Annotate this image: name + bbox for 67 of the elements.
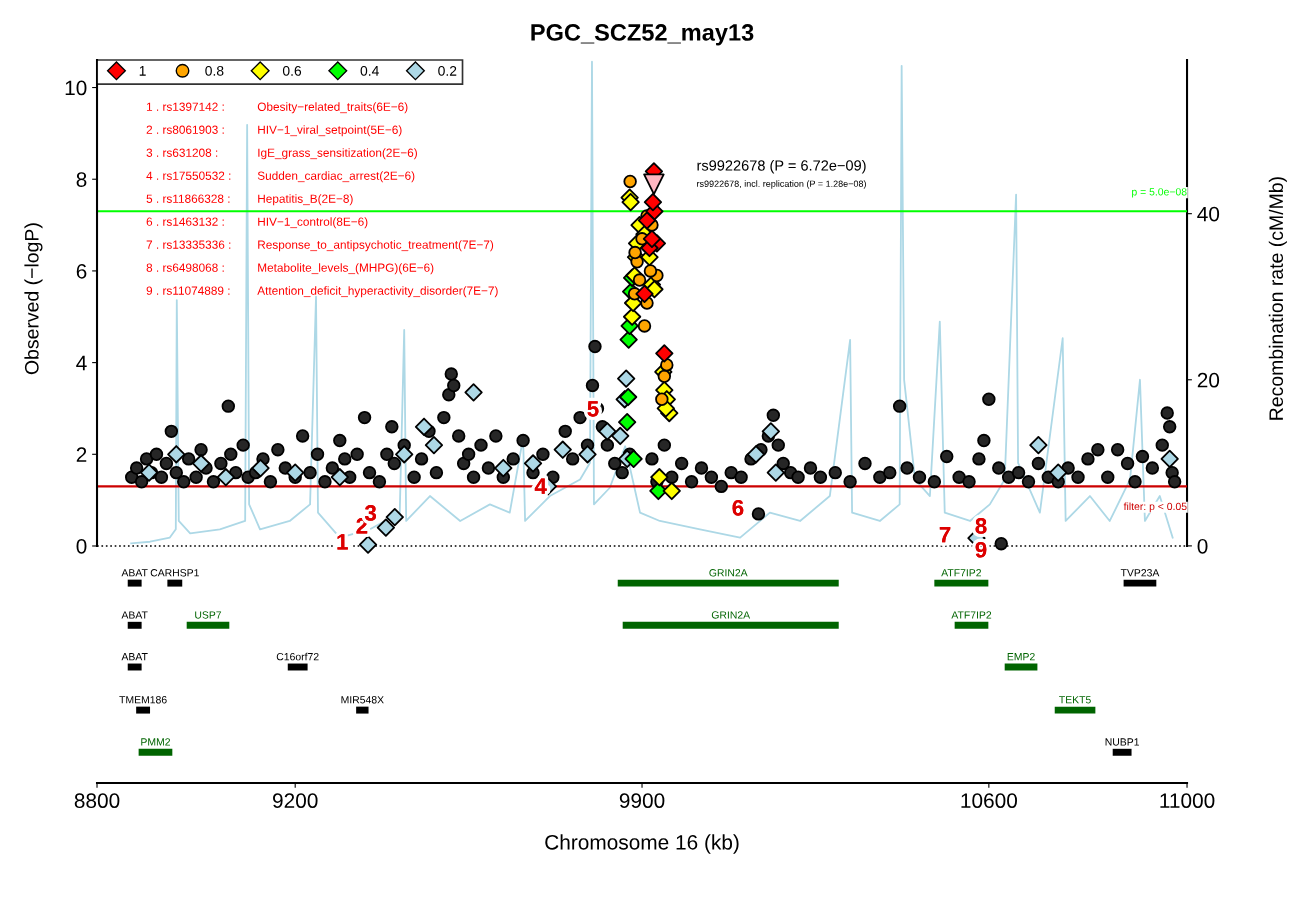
annotation: 8 . rs6498068 : <box>146 263 224 272</box>
x-tick-label: 10600 <box>961 793 1017 809</box>
series-label: ABAT <box>121 653 148 661</box>
annotation: 1 <box>337 534 348 550</box>
annotation: Obesity−related_traits(6E−6) <box>257 102 408 114</box>
annotation: filter: p < 0.05 <box>1123 502 1187 513</box>
y-tick-label: 10 <box>65 80 87 96</box>
annotation: Response_to_antipsychotic_treatment(7E−7) <box>258 240 494 252</box>
annotation: HIV−1_control(8E−6) <box>258 217 368 229</box>
x-tick-label: 9200 <box>273 793 318 809</box>
y-tick-label: 4 <box>76 355 87 371</box>
y-axis-title: Observed (−logP) <box>24 223 43 375</box>
y2-axis-title: Recombination rate (cM/Mb) <box>1268 177 1287 420</box>
annotation: IgE_grass_sensitization(2E−6) <box>258 148 417 160</box>
y-tick-label: 8 <box>76 172 87 187</box>
annotation: 9 <box>975 541 987 558</box>
annotation: HIV−1_viral_setpoint(5E−6) <box>258 125 402 137</box>
series-label: ABAT <box>121 569 148 577</box>
annotation: 7 <box>939 526 951 543</box>
series-label: ATF7IP2 <box>941 569 981 577</box>
annotation: 5 . rs11866328 : <box>146 194 230 203</box>
annotation: Attention_deficit_hyperactivity_disorder(7E−7) <box>257 286 498 298</box>
annotation: rs9922678 (P = 6.72e−09) <box>697 159 866 174</box>
series-label: NUBP1 <box>1105 738 1139 746</box>
y2-tick-label: 40 <box>1197 206 1220 222</box>
y-tick-label: 2 <box>76 447 87 462</box>
chart-title: PGC_SCZ52_may13 <box>531 24 754 46</box>
x-tick-label: 11000 <box>1160 793 1215 809</box>
annotation: rs9922678, incl. replication (P = 1.28e−08) <box>697 180 866 189</box>
legend-label: 0.4 <box>360 65 379 76</box>
legend-label: 0.2 <box>438 65 457 76</box>
annotation: Metabolite_levels_(MHPG)(6E−6) <box>258 263 434 275</box>
series-label: C16orf72 <box>276 652 319 661</box>
series-label: ABAT <box>121 611 148 619</box>
annotation: Sudden_cardiac_arrest(2E−6) <box>257 171 415 183</box>
y2-tick-label: 20 <box>1197 372 1220 388</box>
series-label: USP7 <box>195 611 222 619</box>
series-label: TEKT5 <box>1059 696 1091 704</box>
annotation: 3 . rs631208 : <box>146 148 218 157</box>
y-tick-label: 0 <box>76 538 87 554</box>
annotation: p = 5.0e−08 <box>1132 188 1187 198</box>
annotation: 2 . rs8061903 : <box>146 125 224 134</box>
annotation: 6 <box>732 499 744 516</box>
x-tick-label: 8800 <box>74 793 120 809</box>
series-label: TMEM186 <box>119 696 167 704</box>
annotation: 1 . rs1397142 : <box>146 102 224 111</box>
x-axis-title: Chromosome 16 (kb) <box>545 834 739 854</box>
annotation: 6 . rs1463132 : <box>146 217 224 226</box>
annotation: Hepatitis_B(2E−8) <box>258 194 353 206</box>
legend-label: 0.6 <box>282 65 302 76</box>
annotation: 8 <box>975 518 987 534</box>
series-label: PMM2 <box>141 738 171 746</box>
legend-label: 1 <box>139 66 146 76</box>
series-label: GRIN2A <box>709 569 748 577</box>
annotation: 9 . rs11074889 : <box>146 286 230 295</box>
series-label: ATF7IP2 <box>951 611 992 619</box>
series-label: GRIN2A <box>711 611 751 619</box>
x-tick-label: 9900 <box>619 793 665 809</box>
annotation: 4 . rs17550532 : <box>146 171 231 180</box>
legend-label: 0.8 <box>205 65 224 76</box>
series-label: EMP2 <box>1007 652 1035 661</box>
y2-tick-label: 0 <box>1197 538 1208 554</box>
series-label: TVP23A <box>1120 569 1160 577</box>
y-tick-label: 6 <box>76 263 87 279</box>
series-label: CARHSP1 <box>150 569 199 577</box>
annotation: 7 . rs13335336 : <box>146 240 231 249</box>
series-label: MIR548X <box>341 696 384 704</box>
